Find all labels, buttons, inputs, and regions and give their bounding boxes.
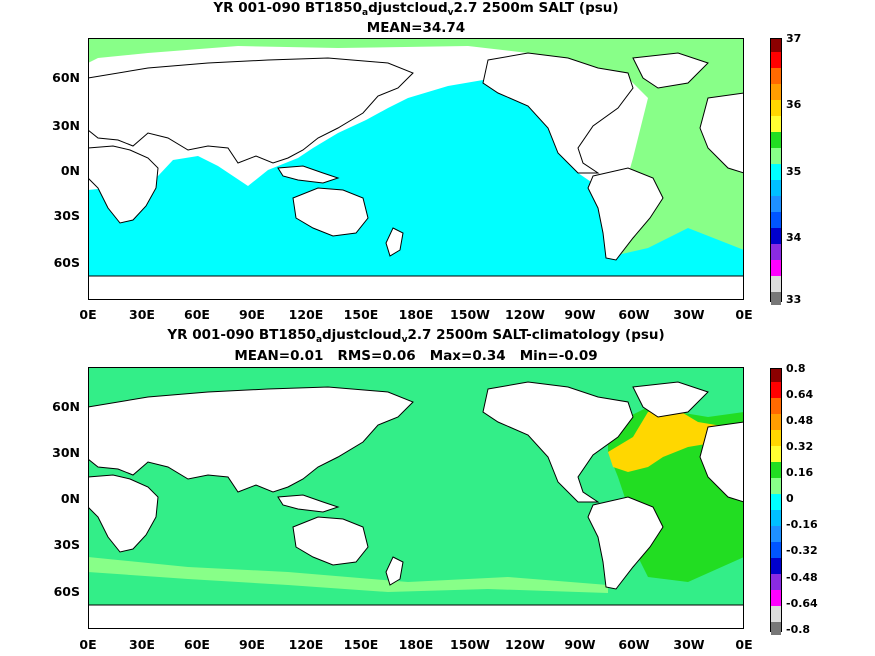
lon-label: 180E — [398, 637, 434, 652]
europe-africa-east-land — [699, 92, 744, 174]
lon-label: 120E — [288, 637, 324, 652]
lon-label: 0E — [79, 307, 97, 322]
colorbar-label: -0.8 — [786, 623, 811, 636]
map-frame — [88, 367, 744, 629]
australia-land — [292, 516, 369, 566]
colorbar-label: -0.64 — [786, 597, 818, 610]
eurasia-land — [88, 386, 414, 493]
colorbar-label: 33 — [786, 293, 802, 306]
panel2-stats: MEAN=0.01 RMS=0.06 Max=0.34 Min=-0.09 — [234, 348, 598, 364]
panel2-title-sub: v — [401, 335, 408, 345]
panel1-title: YR 001-090 BT1850adjustcloudv2.7 2500m S… — [88, 0, 744, 21]
lon-label: 120W — [505, 637, 545, 652]
maritime-continent-land — [277, 494, 340, 513]
colorbar-label: 0.16 — [786, 466, 814, 479]
panel1-title-sub: v — [447, 8, 454, 18]
lon-label: 90W — [564, 307, 596, 322]
anomaly-map — [88, 367, 744, 629]
colorbar-label: -0.48 — [786, 571, 818, 584]
colorbar-label: 0.64 — [786, 388, 814, 401]
colorbar-label: 35 — [786, 165, 802, 178]
new-zealand-land — [385, 227, 404, 257]
lon-label: 150W — [450, 637, 490, 652]
map-panel-anomaly — [88, 367, 744, 629]
panel1-title-sub: a — [362, 8, 369, 18]
lat-label: 30N — [52, 118, 80, 133]
panel1-title-part: 2.7 2500m SALT (psu) — [453, 0, 619, 16]
lon-label: 60W — [618, 637, 650, 652]
lat-label: 0N — [60, 163, 80, 178]
lon-label: 60E — [184, 307, 210, 322]
panel2-title-part: YR 001-090 BT1850 — [167, 327, 316, 343]
maritime-continent-land — [277, 165, 340, 184]
colorbar-label: 36 — [786, 98, 802, 111]
europe-africa-east-land — [699, 421, 744, 503]
australia-land — [292, 187, 369, 237]
lon-label: 60W — [618, 307, 650, 322]
colorbar-label: 0.48 — [786, 414, 814, 427]
africa-land — [88, 474, 159, 553]
colorbar-label: 0.32 — [786, 440, 814, 453]
south-america-land — [587, 167, 664, 261]
lon-label: 150E — [343, 637, 379, 652]
south-america-land — [587, 496, 664, 590]
africa-land — [88, 145, 159, 224]
lat-label: 30S — [53, 537, 80, 552]
anomaly-atlantic-yellow — [608, 407, 728, 472]
lon-label: 120W — [505, 307, 545, 322]
greenland-land — [632, 381, 709, 418]
eurasia-land — [88, 57, 414, 164]
greenland-land — [632, 52, 709, 89]
lon-label: 60E — [184, 637, 210, 652]
colorbar-label: -0.32 — [786, 544, 818, 557]
map-panel-salinity — [88, 38, 744, 300]
colorbar-anomaly — [770, 368, 782, 635]
colorbar-label: -0.16 — [786, 518, 818, 531]
map-frame — [88, 38, 744, 300]
new-zealand-land — [385, 556, 404, 586]
lat-label: 60N — [52, 399, 80, 414]
lat-label: 30S — [53, 208, 80, 223]
lon-label: 120E — [288, 307, 324, 322]
lon-label: 30W — [673, 637, 705, 652]
salinity-map — [88, 38, 744, 300]
north-america-land — [482, 52, 634, 174]
lon-label: 0E — [735, 637, 753, 652]
lat-label: 60N — [52, 70, 80, 85]
lon-label: 150E — [343, 307, 379, 322]
panel1-title-part: djustcloud — [368, 0, 448, 16]
panel2-title-part: 2.7 2500m SALT-climatology (psu) — [407, 327, 665, 343]
panel2-title: YR 001-090 BT1850adjustcloudv2.7 2500m S… — [88, 327, 744, 348]
anomaly-southern-band — [88, 557, 608, 593]
antarctica-land — [88, 275, 744, 300]
lon-label: 150W — [450, 307, 490, 322]
north-america-land — [482, 381, 634, 503]
lon-label: 30E — [129, 307, 155, 322]
panel2-title-sub: a — [315, 335, 323, 345]
lon-label: 180E — [398, 307, 434, 322]
lat-label: 30N — [52, 445, 80, 460]
main-ocean-region — [88, 80, 744, 276]
lon-label: 0E — [79, 637, 97, 652]
colorbar-label: 0.8 — [786, 362, 806, 375]
lon-label: 30W — [673, 307, 705, 322]
lat-label: 60S — [53, 584, 80, 599]
lon-label: 90E — [239, 637, 265, 652]
antarctica-land — [88, 604, 744, 629]
lon-label: 90W — [564, 637, 596, 652]
panel1-title-part: YR 001-090 BT1850 — [213, 0, 362, 16]
lon-label: 0E — [735, 307, 753, 322]
lat-label: 60S — [53, 255, 80, 270]
colorbar-label: 0 — [786, 492, 794, 505]
lon-label: 30E — [129, 637, 155, 652]
panel1-stats: MEAN=34.74 — [366, 20, 466, 36]
panel2-title-part: djustcloud — [322, 327, 402, 343]
colorbar-label: 37 — [786, 32, 802, 45]
lat-label: 0N — [60, 491, 80, 506]
colorbar-salinity — [770, 38, 782, 305]
lon-label: 90E — [239, 307, 265, 322]
colorbar-label: 34 — [786, 231, 802, 244]
